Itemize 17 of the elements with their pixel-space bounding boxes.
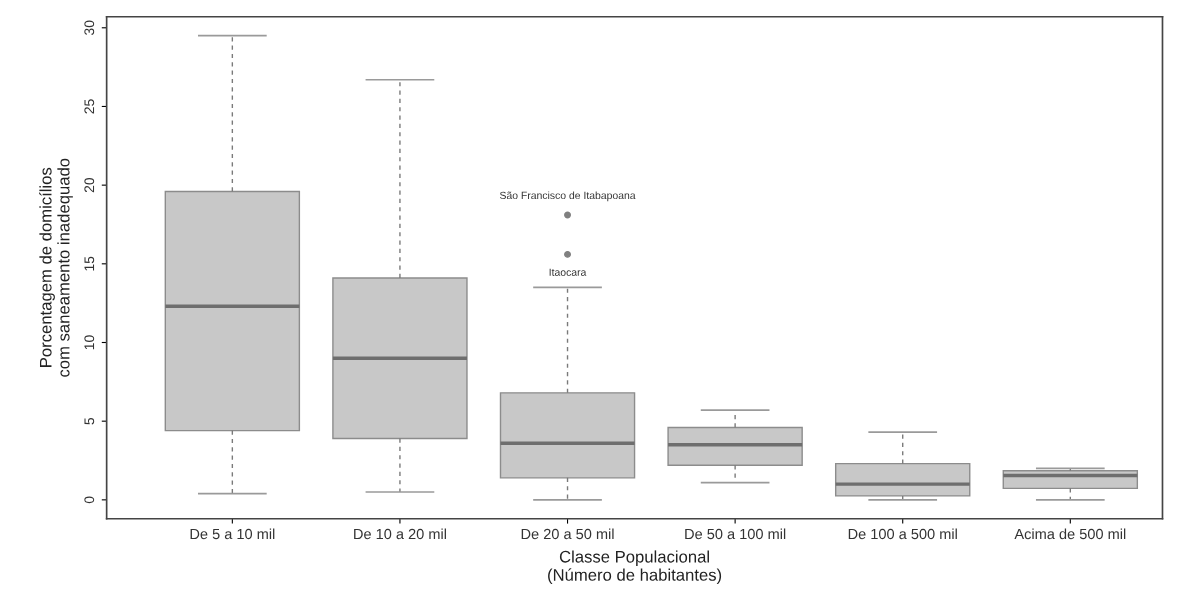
y-tick-label: 25 — [84, 99, 95, 114]
annotation: Itaocara — [549, 268, 587, 276]
x-tick-label: De 10 a 20 mil — [354, 528, 446, 540]
x-tick-label: De 5 a 10 mil — [190, 528, 275, 540]
x-tick-label: De 100 a 500 mil — [848, 528, 957, 540]
y-tick-label: 20 — [84, 177, 95, 193]
y-tick-label: 15 — [84, 256, 95, 271]
x-tick-label: De 50 a 100 mil — [685, 528, 786, 540]
x-tick-label: De 20 a 50 mil — [521, 528, 614, 540]
y-tick-label: 5 — [84, 417, 95, 425]
x-axis-title: Classe Populacional (Número de habitantes) — [548, 550, 722, 585]
y-tick-label: 30 — [84, 20, 95, 35]
annotation: São Francisco de Itabapoana — [499, 191, 636, 202]
y-axis-title: Porcentagem de domicílios com saneamento inadequado — [39, 158, 73, 377]
x-tick-label: Acima de 500 mil — [1014, 528, 1126, 540]
y-tick-label: 0 — [84, 496, 95, 504]
y-tick-label: 10 — [84, 335, 95, 350]
